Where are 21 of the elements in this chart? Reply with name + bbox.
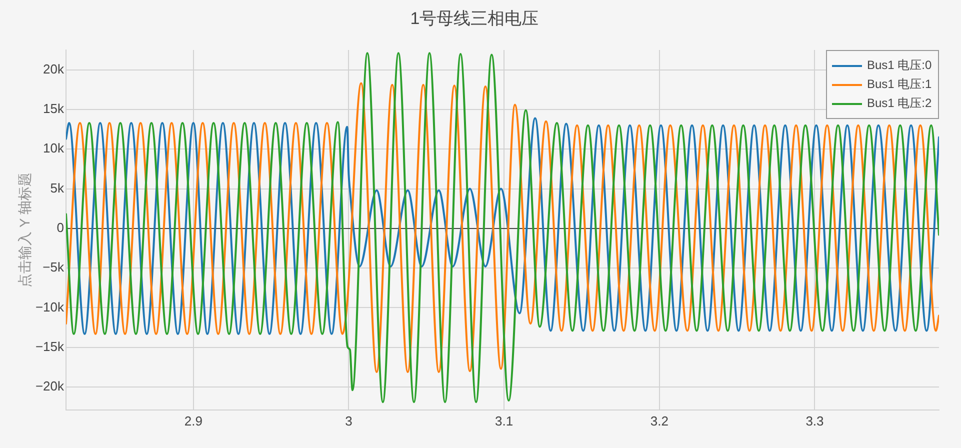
y-tick-label: −15k bbox=[35, 338, 64, 354]
x-tick-label: 3 bbox=[345, 413, 352, 428]
line-series bbox=[66, 117, 939, 335]
x-tick-label: 2.9 bbox=[184, 413, 202, 428]
legend-label: Bus1 电压:1 bbox=[867, 76, 932, 93]
y-tick-label: 10k bbox=[43, 140, 64, 156]
line-series bbox=[66, 52, 939, 404]
y-tick-label: −20k bbox=[35, 378, 64, 394]
x-tick-label: 3.3 bbox=[806, 413, 824, 428]
y-tick-label: 0 bbox=[56, 220, 64, 235]
chart-title: 1号母线三相电压 bbox=[410, 8, 539, 28]
y-tick-label: 5k bbox=[50, 180, 64, 196]
legend-label: Bus1 电压:2 bbox=[867, 95, 932, 112]
y-tick-label: 20k bbox=[43, 61, 64, 76]
y-axis-title: 点击输入 Y 轴标题 bbox=[16, 172, 32, 288]
y-tick-label: 15k bbox=[43, 101, 64, 116]
x-tick-label: 3.2 bbox=[650, 413, 668, 428]
y-tick-label: −10k bbox=[35, 299, 64, 314]
x-tick-label: 3.1 bbox=[495, 413, 514, 428]
y-tick-label: −5k bbox=[42, 260, 64, 275]
legend-label: Bus1 电压:0 bbox=[867, 57, 932, 74]
